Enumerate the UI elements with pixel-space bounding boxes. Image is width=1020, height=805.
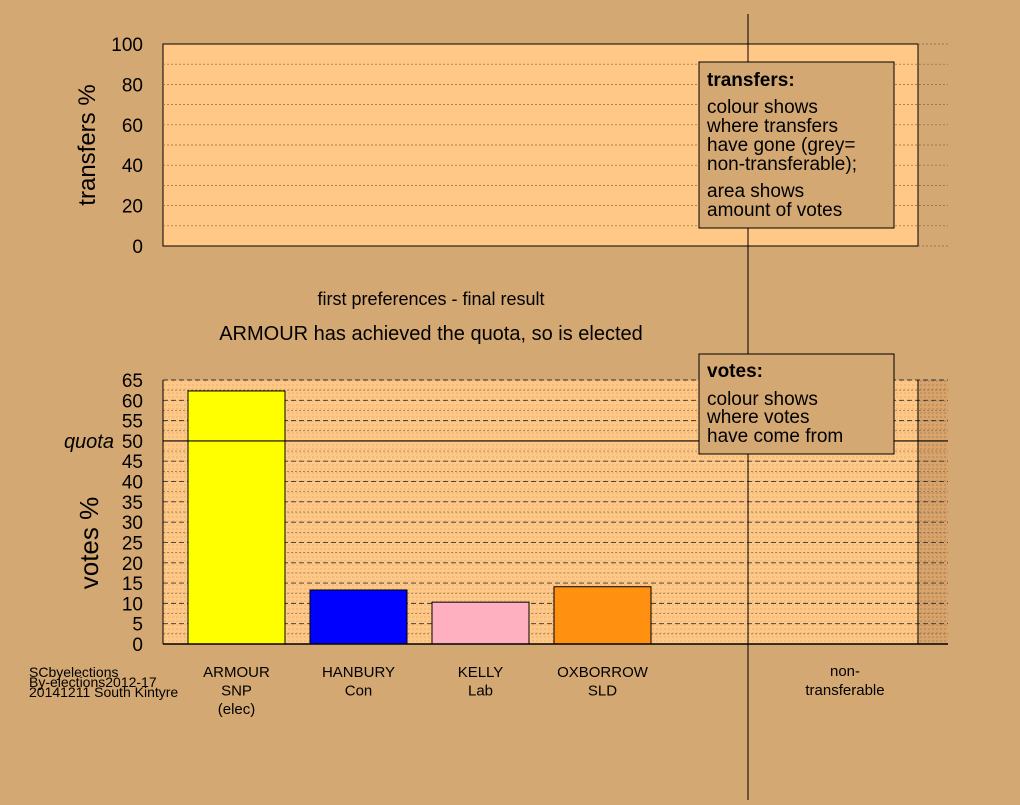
category-label: ARMOUR [203,664,270,681]
transfers-legend-line: area shows [707,181,804,202]
nontransferable-label-line2: transferable [805,682,884,699]
votes-y-tick-label: 65 [122,371,143,392]
transfers-legend-box [698,61,895,229]
transfers-y-tick-label: 60 [122,116,143,137]
transfers-y-tick-label: 20 [122,197,143,218]
transfers-y-axis-label: transfers % [74,84,101,205]
category-label: SLD [588,683,617,700]
votes-y-axis-label: votes % [74,497,104,590]
transfers-y-tick-label: 100 [111,35,143,56]
transfers-legend-line: where transfers [706,116,838,137]
votes-legend-box [698,353,895,455]
nontransferable-label-line1: non- [830,663,860,680]
chart-title: first preferences - final result [317,289,544,309]
votes-y-tick-label: 0 [132,635,143,656]
votes-y-tick-label: 50 [122,432,143,453]
footer-line1: SCbyelections [29,664,119,680]
category-label: OXBORROW [557,664,649,681]
category-label: KELLY [458,664,504,681]
footer-line2: By-elections2012-17 [29,674,157,690]
votes-y-tick-label: 45 [122,452,143,473]
votes-y-tick-label: 5 [132,615,143,636]
votes-y-tick-label: 10 [122,594,143,615]
votes-y-tick-label: 30 [122,513,143,534]
votes-legend: votes: colour shows where votes have com… [698,353,895,455]
transfers-y-tick-label: 80 [122,75,143,96]
votes-legend-title: votes: [707,361,763,382]
bar-oxborrow [553,586,652,645]
votes-bars [187,390,652,645]
transfers-gridlines [163,43,948,247]
votes-gridlines [163,379,948,635]
votes-y-tick-label: 25 [122,533,143,554]
chart-subtitle: ARMOUR has achieved the quota, so is ele… [219,323,643,345]
transfers-legend-line: amount of votes [707,200,842,221]
category-label: Lab [468,683,493,700]
footer-line3: 20141211 South Kintyre [29,684,178,700]
transfers-y-ticks: 0 20 40 60 80 100 [111,35,143,258]
transfers-y-tick-label: 40 [122,156,143,177]
votes-legend-line: where votes [706,407,809,428]
category-label: Con [345,683,373,700]
bar-hanbury [309,589,408,645]
votes-y-tick-label: 60 [122,391,143,412]
bar-kelly [431,601,530,645]
transfers-legend-line: have gone (grey= [707,135,855,156]
bar-armour [187,390,286,645]
votes-legend-line: colour shows [707,389,818,410]
votes-y-tick-label: 15 [122,574,143,595]
transfers-legend: transfers: colour shows where transfers … [698,61,895,229]
quota-label: quota [64,431,114,453]
votes-y-tick-label: 20 [122,554,143,575]
votes-y-tick-label: 35 [122,493,143,514]
category-label: SNP [221,683,252,700]
category-label: (elec) [218,701,256,718]
transfers-legend-title: transfers: [707,70,795,91]
transfers-y-tick-label: 0 [132,237,143,258]
transfers-legend-line: colour shows [707,97,818,118]
category-label: HANBURY [322,664,395,681]
votes-y-tick-label: 55 [122,412,143,433]
transfers-legend-line: non-transferable); [707,154,857,175]
votes-category-labels: ARMOUR SNP(elec) HANBURY Con KELLY Lab OXBORRO… [203,664,649,718]
votes-legend-line: have come from [707,426,843,447]
votes-y-tick-label: 40 [122,473,143,494]
